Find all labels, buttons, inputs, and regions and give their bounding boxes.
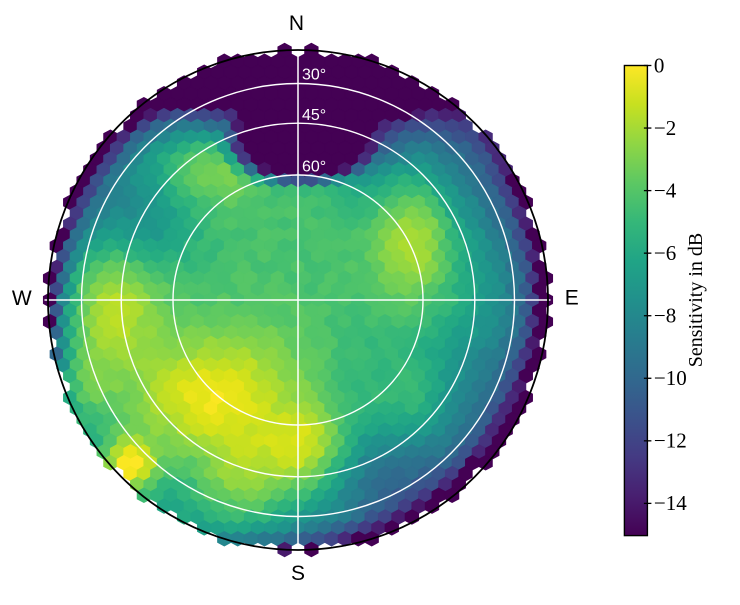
svg-text:30°: 30° bbox=[302, 67, 326, 84]
svg-text:45°: 45° bbox=[302, 107, 326, 124]
svg-text:−8: −8 bbox=[654, 304, 676, 328]
svg-text:60°: 60° bbox=[302, 159, 326, 176]
svg-text:−12: −12 bbox=[654, 429, 687, 453]
svg-text:E: E bbox=[565, 287, 579, 310]
svg-text:−10: −10 bbox=[654, 366, 687, 390]
svg-text:−6: −6 bbox=[654, 241, 676, 265]
svg-text:0: 0 bbox=[654, 53, 665, 77]
svg-text:S: S bbox=[291, 562, 305, 585]
svg-text:−2: −2 bbox=[654, 116, 676, 140]
svg-text:N: N bbox=[289, 12, 304, 35]
svg-text:W: W bbox=[12, 287, 32, 310]
svg-text:−4: −4 bbox=[654, 178, 677, 202]
svg-text:−14: −14 bbox=[654, 491, 687, 515]
svg-text:Sensitivity in dB: Sensitivity in dB bbox=[685, 233, 707, 367]
